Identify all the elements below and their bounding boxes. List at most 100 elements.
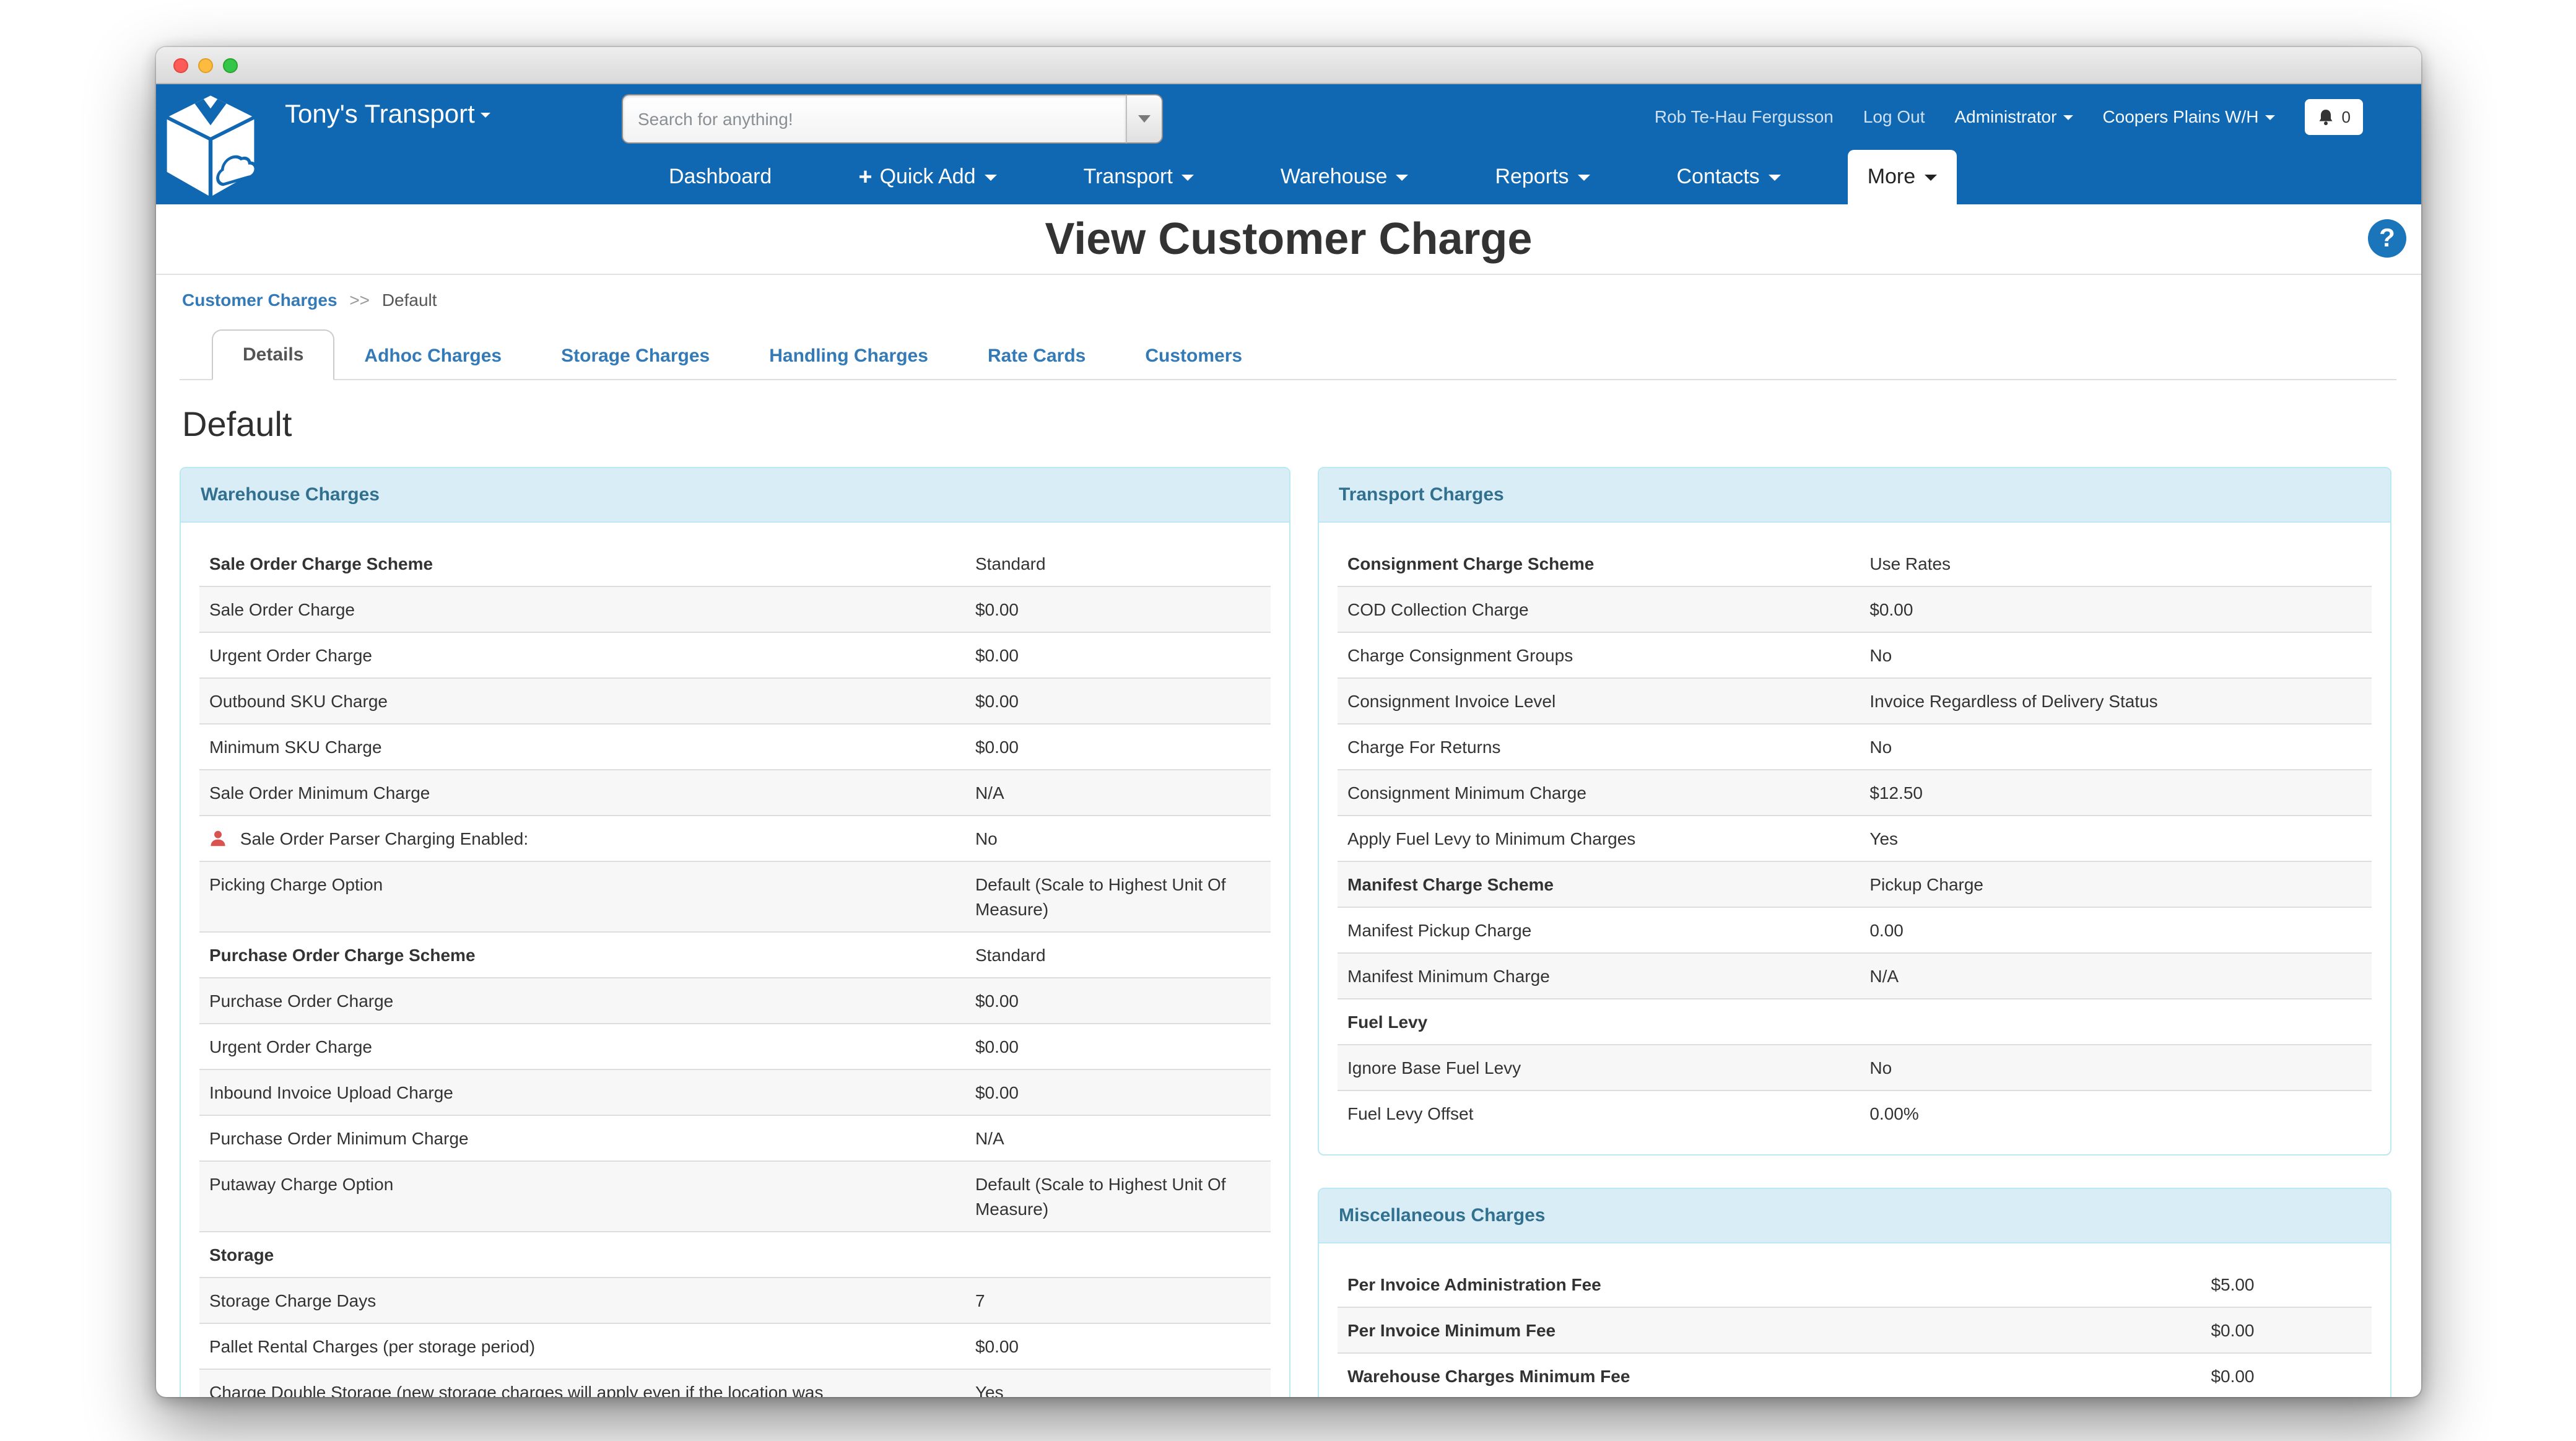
nav-item-label: Contacts bbox=[1676, 165, 1760, 188]
charge-value: Default (Scale to Highest Unit Of Measur… bbox=[965, 1160, 1271, 1232]
charge-value: Standard bbox=[965, 931, 1271, 978]
charge-value: N/A bbox=[965, 1115, 1271, 1161]
charge-label: Manifest Charge Scheme bbox=[1338, 861, 1860, 907]
charge-row-sale-order-minimum-charge: Sale Order Minimum Charge N/A bbox=[199, 769, 1271, 816]
nav-item-contacts[interactable]: Contacts bbox=[1657, 150, 1801, 204]
panel-title: Transport Charges bbox=[1319, 468, 2390, 523]
charge-value: $0.00 bbox=[965, 586, 1271, 632]
charge-row-consignment-charge-scheme: Consignment Charge Scheme Use Rates bbox=[1338, 541, 2372, 586]
charge-value bbox=[1860, 998, 2372, 1045]
close-window-button[interactable] bbox=[173, 58, 188, 72]
nav-item-transport[interactable]: Transport bbox=[1064, 150, 1214, 204]
tab-rate-cards[interactable]: Rate Cards bbox=[987, 346, 1086, 367]
charge-label: Putaway Charge Option bbox=[199, 1160, 965, 1232]
charge-value: $0.00 bbox=[965, 1023, 1271, 1069]
charge-value: No bbox=[1860, 632, 2372, 678]
nav-item-label: Dashboard bbox=[669, 165, 772, 188]
charge-value: $5.00 bbox=[2211, 1274, 2255, 1294]
user-menu: Rob Te-Hau Fergusson Log Out Administrat… bbox=[1654, 98, 2363, 134]
charge-label: Pallet Rental Charges (per storage perio… bbox=[199, 1323, 965, 1369]
breadcrumb-current: Default bbox=[381, 290, 437, 310]
charge-row-charge-double-storage-new-storage-charges-will-apply-even-if-the-location-was: Charge Double Storage (new storage charg… bbox=[199, 1369, 1271, 1397]
role-dropdown[interactable]: Administrator bbox=[1955, 107, 2073, 126]
charge-value: Yes bbox=[1860, 815, 2372, 861]
charge-label: Fuel Levy bbox=[1338, 998, 1860, 1045]
charge-row-sale-order-parser-charging-enabled: Sale Order Parser Charging Enabled: No bbox=[199, 815, 1271, 861]
chevron-down-icon bbox=[1181, 174, 1194, 180]
charge-row-charge-for-returns: Charge For Returns No bbox=[1338, 723, 2372, 770]
charge-row-per-invoice-minimum-fee: Per Invoice Minimum Fee $0.00 bbox=[1338, 1307, 2372, 1353]
brand-menu[interactable]: Tony's Transport bbox=[285, 100, 491, 130]
chevron-down-icon bbox=[481, 113, 491, 118]
charge-label: Warehouse Charges Minimum Fee bbox=[1338, 1352, 2201, 1397]
panel-title: Warehouse Charges bbox=[181, 468, 1289, 523]
charge-label: Picking Charge Option bbox=[199, 861, 965, 932]
charge-label: Sale Order Charge bbox=[199, 586, 965, 632]
nav-item-label: Transport bbox=[1083, 165, 1173, 188]
chevron-down-icon bbox=[1577, 174, 1590, 180]
nav-item-more[interactable]: More bbox=[1847, 150, 1957, 204]
navbar: Tony's Transport Rob Te-Hau Fergusson Lo… bbox=[156, 84, 2421, 204]
charge-value: Yes bbox=[965, 1369, 1271, 1397]
charge-row-purchase-order-charge-scheme: Purchase Order Charge Scheme Standard bbox=[199, 931, 1271, 978]
charge-value: $0.00 bbox=[2201, 1307, 2372, 1353]
nav-item-warehouse[interactable]: Warehouse bbox=[1261, 150, 1429, 204]
breadcrumb-link-customer-charges[interactable]: Customer Charges bbox=[182, 290, 337, 310]
tab-adhoc-charges[interactable]: Adhoc Charges bbox=[364, 346, 502, 367]
nav-item-dashboard[interactable]: Dashboard bbox=[649, 150, 791, 204]
nav-item-label: More bbox=[1867, 165, 1916, 188]
nav-item-quick-add[interactable]: + Quick Add bbox=[838, 150, 1016, 204]
charge-label: Consignment Charge Scheme bbox=[1347, 554, 1595, 573]
breadcrumb-separator: >> bbox=[349, 290, 370, 310]
warehouse-charges-panel: Warehouse Charges Sale Order Charge Sche… bbox=[180, 467, 1290, 1397]
tab-storage-charges[interactable]: Storage Charges bbox=[561, 346, 710, 367]
tab-details[interactable]: Details bbox=[212, 329, 335, 380]
logout-link[interactable]: Log Out bbox=[1863, 107, 1925, 126]
zoom-window-button[interactable] bbox=[223, 58, 238, 72]
search-dropdown-button[interactable] bbox=[1126, 94, 1163, 144]
charge-value: Default (Scale to Highest Unit Of Measur… bbox=[965, 861, 1271, 932]
charge-label: COD Collection Charge bbox=[1338, 586, 1860, 632]
user-name-link[interactable]: Rob Te-Hau Fergusson bbox=[1654, 107, 1834, 126]
charge-label: Per Invoice Minimum Fee bbox=[1338, 1307, 2201, 1353]
nav-item-reports[interactable]: Reports bbox=[1475, 150, 1609, 204]
minimize-window-button[interactable] bbox=[198, 58, 213, 72]
page-header: View Customer Charge ? bbox=[156, 204, 2421, 275]
warehouse-dropdown[interactable]: Coopers Plains W/H bbox=[2102, 107, 2275, 126]
charge-value: N/A bbox=[965, 769, 1271, 816]
charge-row-ignore-base-fuel-levy: Ignore Base Fuel Levy No bbox=[1338, 1044, 2372, 1091]
charge-label: Manifest Pickup Charge bbox=[1338, 907, 1860, 953]
global-search bbox=[622, 94, 1163, 144]
charge-value: No bbox=[1860, 1044, 2372, 1091]
charge-label: Manifest Minimum Charge bbox=[1338, 952, 1860, 999]
charge-label: Ignore Base Fuel Levy bbox=[1338, 1044, 1860, 1091]
window-titlebar[interactable] bbox=[156, 47, 2421, 84]
charge-label: Consignment Invoice Level bbox=[1338, 677, 1860, 724]
charge-value: Pickup Charge bbox=[1860, 861, 2372, 907]
charge-row-per-invoice-administration-fee: Per Invoice Administration Fee $5.00 bbox=[1338, 1262, 2372, 1307]
app-logo[interactable] bbox=[159, 87, 263, 204]
tab-handling-charges[interactable]: Handling Charges bbox=[769, 346, 928, 367]
transport-charges-panel: Transport Charges Consignment Charge Sch… bbox=[1318, 467, 2391, 1156]
chevron-down-icon bbox=[1768, 174, 1781, 180]
charge-value: 0.00 bbox=[1860, 907, 2372, 953]
notifications-badge[interactable]: 0 bbox=[2304, 98, 2363, 134]
tab-bar: Details Adhoc Charges Storage Charges Handl… bbox=[180, 329, 2396, 380]
charge-row-manifest-minimum-charge: Manifest Minimum Charge N/A bbox=[1338, 952, 2372, 999]
help-icon[interactable]: ? bbox=[2368, 219, 2406, 258]
panel-title: Miscellaneous Charges bbox=[1319, 1189, 2390, 1243]
bell-icon bbox=[2319, 109, 2333, 125]
charge-label: Sale Order Parser Charging Enabled: bbox=[199, 815, 965, 861]
transport-charges-table: Consignment Charge Scheme Use Rates COD Co… bbox=[1338, 541, 2372, 1136]
charge-label: Inbound Invoice Upload Charge bbox=[199, 1069, 965, 1115]
charge-row-urgent-order-charge: Urgent Order Charge $0.00 bbox=[199, 632, 1271, 678]
charge-value: $0.00 bbox=[965, 1069, 1271, 1115]
charge-label: Charge Double Storage (new storage charg… bbox=[199, 1369, 965, 1397]
search-input[interactable] bbox=[622, 94, 1126, 144]
tab-customers[interactable]: Customers bbox=[1145, 346, 1243, 367]
charge-label: Purchase Order Charge Scheme bbox=[199, 931, 965, 978]
browser-window: Tony's Transport Rob Te-Hau Fergusson Lo… bbox=[156, 47, 2421, 1397]
breadcrumb: Customer Charges >> Default bbox=[182, 290, 2396, 310]
plus-icon: + bbox=[858, 164, 872, 190]
panels-row: Warehouse Charges Sale Order Charge Sche… bbox=[180, 467, 2396, 1397]
